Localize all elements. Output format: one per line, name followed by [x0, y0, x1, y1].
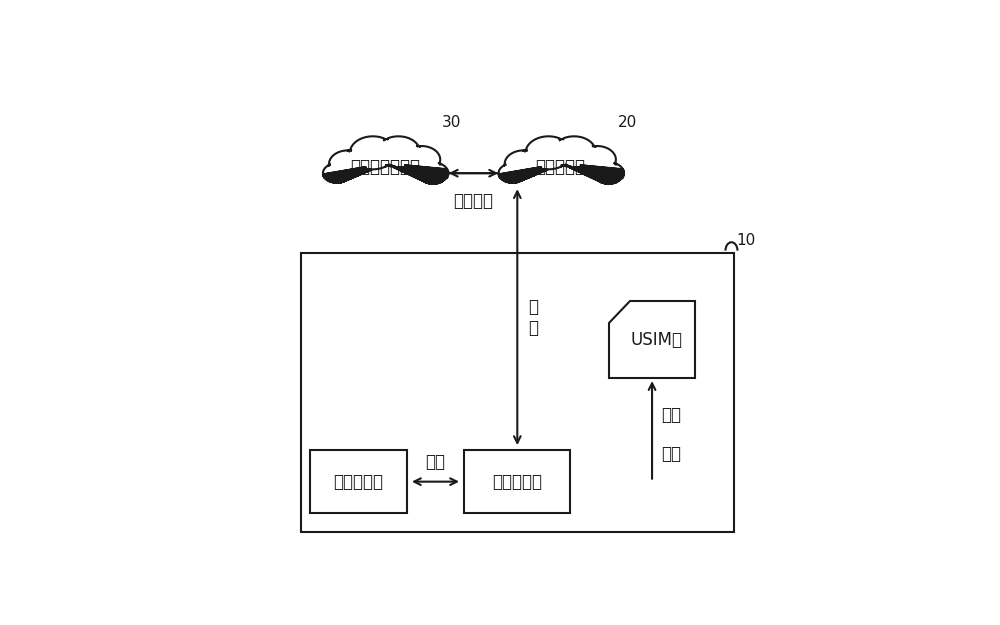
Text: 30: 30 — [442, 115, 462, 130]
Text: 20: 20 — [618, 115, 637, 130]
Text: 10: 10 — [736, 233, 756, 248]
Bar — [464, 451, 570, 513]
Text: 请求: 请求 — [426, 453, 446, 471]
Text: USIM卡: USIM卡 — [631, 331, 683, 349]
Bar — [310, 451, 407, 513]
Text: 存储: 存储 — [661, 406, 681, 424]
Text: 业务客户端: 业务客户端 — [334, 472, 384, 491]
Bar — [301, 253, 734, 532]
Text: 获取证书: 获取证书 — [453, 192, 493, 211]
Text: 证书客户端: 证书客户端 — [492, 472, 542, 491]
Polygon shape — [323, 136, 448, 184]
Polygon shape — [499, 136, 624, 184]
Text: 登记服务器: 登记服务器 — [536, 158, 586, 176]
Text: 验
证: 验 证 — [528, 298, 538, 336]
Text: 证书授权服务器: 证书授权服务器 — [350, 158, 420, 176]
Polygon shape — [609, 301, 695, 378]
Text: 读写: 读写 — [661, 445, 681, 463]
